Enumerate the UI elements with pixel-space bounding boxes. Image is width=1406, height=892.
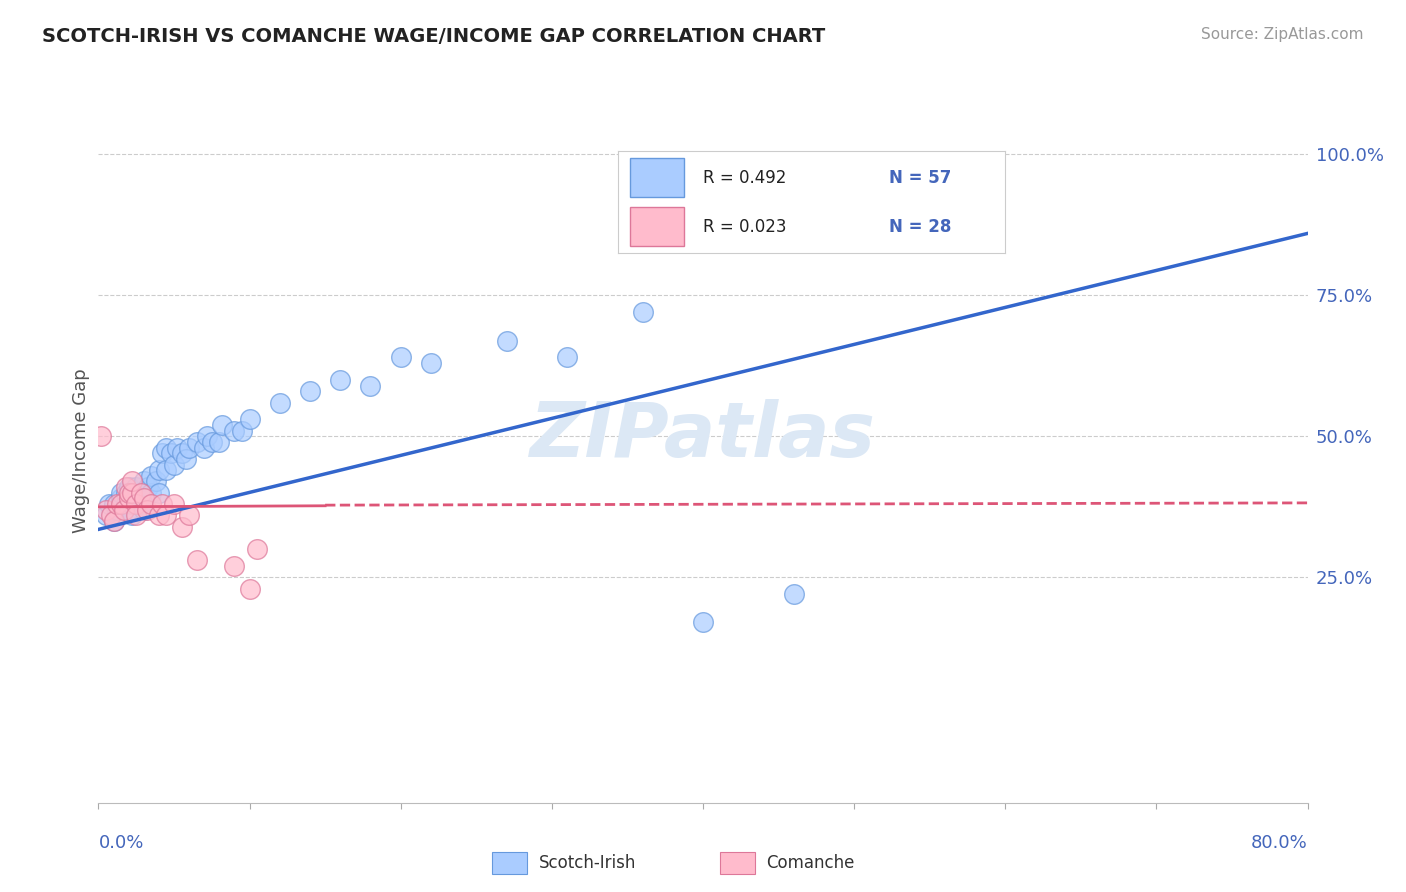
Point: [224, 559, 246, 574]
Point: [118, 502, 141, 516]
Bar: [630, 158, 685, 197]
Point: [114, 480, 136, 494]
Point: [231, 424, 253, 438]
Point: [118, 491, 141, 506]
Point: [163, 458, 186, 472]
Point: [179, 508, 201, 523]
Text: 0.0%: 0.0%: [98, 834, 143, 852]
Point: [163, 497, 186, 511]
Text: N = 57: N = 57: [889, 169, 952, 186]
Point: [132, 485, 155, 500]
Point: [125, 480, 148, 494]
Text: 80.0%: 80.0%: [1251, 834, 1308, 852]
Point: [166, 441, 188, 455]
Point: [110, 497, 132, 511]
Text: Scotch-Irish: Scotch-Irish: [538, 855, 636, 872]
Point: [420, 356, 443, 370]
Point: [555, 351, 578, 365]
Point: [495, 334, 517, 348]
Point: [299, 384, 322, 399]
Point: [186, 553, 208, 567]
Text: N = 28: N = 28: [889, 218, 952, 235]
Point: [150, 497, 173, 511]
Point: [125, 508, 148, 523]
Point: [103, 514, 125, 528]
Point: [186, 435, 208, 450]
Text: Source: ZipAtlas.com: Source: ZipAtlas.com: [1201, 27, 1364, 42]
Point: [193, 441, 215, 455]
Point: [329, 373, 352, 387]
Point: [160, 446, 183, 460]
Point: [389, 351, 412, 365]
Text: Comanche: Comanche: [766, 855, 855, 872]
Point: [148, 508, 170, 523]
Text: R = 0.492: R = 0.492: [703, 169, 787, 186]
Point: [118, 480, 141, 494]
Point: [132, 491, 155, 506]
Point: [118, 491, 141, 506]
Point: [121, 508, 143, 523]
Point: [105, 497, 128, 511]
Point: [174, 451, 197, 466]
Point: [239, 582, 262, 596]
Point: [170, 446, 193, 460]
Point: [103, 497, 125, 511]
Point: [360, 378, 382, 392]
Point: [155, 441, 177, 455]
Point: [129, 485, 152, 500]
Point: [179, 441, 201, 455]
Point: [148, 485, 170, 500]
Point: [121, 485, 143, 500]
Point: [118, 485, 141, 500]
Point: [148, 463, 170, 477]
Point: [112, 502, 135, 516]
Point: [114, 497, 136, 511]
Point: [94, 508, 117, 523]
Point: [121, 475, 143, 489]
Point: [141, 468, 163, 483]
Point: [269, 395, 291, 409]
Point: [100, 508, 122, 523]
Point: [129, 497, 152, 511]
Point: [145, 475, 167, 489]
Point: [224, 424, 246, 438]
Bar: [630, 207, 685, 246]
Point: [783, 587, 806, 601]
Point: [135, 502, 157, 516]
Point: [125, 491, 148, 506]
Point: [94, 502, 117, 516]
Point: [98, 497, 121, 511]
Point: [121, 497, 143, 511]
Point: [141, 497, 163, 511]
Point: [121, 485, 143, 500]
Point: [239, 412, 262, 426]
Point: [201, 435, 224, 450]
Text: R = 0.023: R = 0.023: [703, 218, 787, 235]
Point: [155, 463, 177, 477]
Point: [155, 508, 177, 523]
Text: SCOTCH-IRISH VS COMANCHE WAGE/INCOME GAP CORRELATION CHART: SCOTCH-IRISH VS COMANCHE WAGE/INCOME GAP…: [42, 27, 825, 45]
Point: [132, 491, 155, 506]
Point: [208, 435, 231, 450]
Point: [692, 615, 714, 630]
Point: [105, 502, 128, 516]
Point: [125, 497, 148, 511]
Text: ZIPatlas: ZIPatlas: [530, 400, 876, 474]
Point: [132, 475, 155, 489]
Point: [141, 485, 163, 500]
Point: [170, 519, 193, 533]
Point: [110, 485, 132, 500]
Point: [631, 305, 654, 319]
Point: [110, 491, 132, 506]
Point: [114, 485, 136, 500]
Point: [90, 429, 112, 443]
Point: [246, 542, 269, 557]
Y-axis label: Wage/Income Gap: Wage/Income Gap: [72, 368, 90, 533]
Point: [136, 480, 159, 494]
Point: [150, 446, 173, 460]
Point: [195, 429, 218, 443]
Point: [211, 418, 233, 433]
Point: [132, 502, 155, 516]
Point: [103, 514, 125, 528]
